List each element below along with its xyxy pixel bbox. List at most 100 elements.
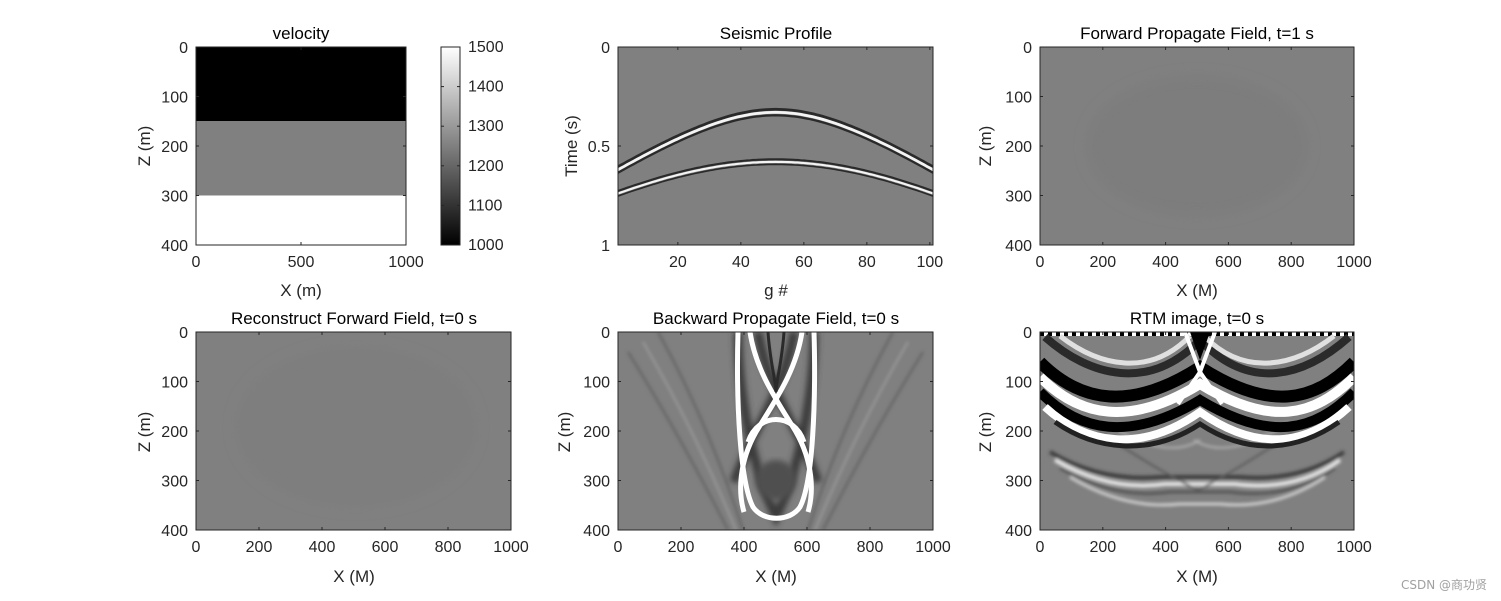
- xtick-label: 1000: [388, 254, 424, 271]
- xtick-label: 0: [192, 254, 201, 271]
- forward-xlabel: X (M): [1176, 281, 1218, 300]
- xtick-label: 0: [192, 539, 201, 556]
- colorbar-tick-label: 1500: [468, 39, 504, 56]
- ytick-label: 300: [161, 474, 188, 491]
- xtick-label: 1000: [915, 539, 951, 556]
- xtick-label: 400: [1152, 254, 1179, 271]
- colorbar-tick-label: 1400: [468, 79, 504, 96]
- ytick-label: 400: [161, 238, 188, 255]
- velocity-layers: [196, 47, 406, 245]
- ytick-label: 100: [583, 375, 610, 392]
- ytick-label: 1: [601, 238, 610, 255]
- forward-xticks: 0 200 400 600 800 1000: [1036, 47, 1372, 271]
- xtick-label: 100: [916, 254, 943, 271]
- ytick-label: 200: [161, 424, 188, 441]
- xtick-label: 600: [1215, 539, 1242, 556]
- velocity-xlabel: X (m): [280, 281, 322, 300]
- ytick-label: 200: [161, 139, 188, 156]
- xtick-label: 60: [795, 254, 813, 271]
- xtick-label: 1000: [1336, 254, 1372, 271]
- ytick-label: 200: [1005, 424, 1032, 441]
- ytick-label: 200: [583, 424, 610, 441]
- velocity-layer: [196, 195, 406, 245]
- xtick-label: 600: [1215, 254, 1242, 271]
- colorbar-tick-label: 1300: [468, 118, 504, 135]
- ytick-label: 300: [1005, 189, 1032, 206]
- reconstruct-ylabel: Z (m): [135, 412, 154, 453]
- rtm-title: RTM image, t=0 s: [1130, 309, 1264, 328]
- watermark: CSDN @商功贤: [1400, 578, 1487, 592]
- reconstruct-xlabel: X (M): [333, 567, 375, 586]
- ytick-label: 0: [601, 40, 610, 57]
- xtick-label: 800: [435, 539, 462, 556]
- reconstruct-xticks: 0 200 400 600 800 1000: [192, 332, 529, 556]
- backward-title: Backward Propagate Field, t=0 s: [653, 309, 899, 328]
- ytick-label: 400: [1005, 238, 1032, 255]
- ytick-label: 0: [601, 325, 610, 342]
- rtm-ylabel: Z (m): [976, 412, 995, 453]
- xtick-label: 200: [246, 539, 273, 556]
- seismic-events: [618, 107, 933, 197]
- backward-yticks: 0 100 200 300 400: [583, 325, 933, 540]
- seismic-xlabel: g #: [764, 281, 788, 300]
- xtick-label: 800: [1278, 254, 1305, 271]
- colorbar-tick-label: 1200: [468, 158, 504, 175]
- xtick-label: 40: [732, 254, 750, 271]
- ytick-label: 400: [1005, 523, 1032, 540]
- panel-seismic: Seismic Profile 20 40 60 80 100 00.51 g # Ti…: [562, 24, 943, 300]
- velocity-ylabel: Z (m): [135, 126, 154, 167]
- panel-rtm: RTM image, t=0 s: [976, 309, 1372, 586]
- xtick-label: 200: [1089, 254, 1116, 271]
- ytick-label: 100: [1005, 90, 1032, 107]
- ytick-label: 0: [179, 40, 188, 57]
- forward-image: [1040, 47, 1354, 245]
- xtick-label: 400: [731, 539, 758, 556]
- seismic-ylabel: Time (s): [562, 115, 581, 177]
- ytick-label: 200: [1005, 139, 1032, 156]
- velocity-colorbar-ticks: 1000 1100 1200 1300 1400 1500: [441, 39, 504, 254]
- ytick-label: 300: [1005, 474, 1032, 491]
- xtick-label: 1000: [493, 539, 529, 556]
- ytick-label: 300: [583, 474, 610, 491]
- xtick-label: 800: [857, 539, 884, 556]
- ytick-label: 300: [161, 189, 188, 206]
- panel-reconstruct: Reconstruct Forward Field, t=0 s 0 200 400…: [135, 309, 529, 586]
- xtick-label: 0: [614, 539, 623, 556]
- ytick-label: 400: [161, 523, 188, 540]
- xtick-label: 1000: [1336, 539, 1372, 556]
- velocity-colorbar: [440, 46, 461, 246]
- ytick-label: 0: [1023, 325, 1032, 342]
- seismic-xticks: 20 40 60 80 100: [669, 47, 943, 271]
- backward-image: [618, 332, 933, 530]
- seismic-image: [618, 47, 933, 245]
- forward-title: Forward Propagate Field, t=1 s: [1080, 24, 1314, 43]
- seismic-event-trough: [618, 158, 933, 192]
- ytick-label: 100: [161, 90, 188, 107]
- seismic-title: Seismic Profile: [720, 24, 832, 43]
- ytick-label: 0.5: [588, 139, 610, 156]
- velocity-xticks: 0 500 1000: [192, 47, 424, 271]
- xtick-label: 800: [1278, 539, 1305, 556]
- backward-xlabel: X (M): [755, 567, 797, 586]
- rtm-yticks: 0 100 200 300 400: [1005, 325, 1354, 540]
- seismic-event-trough: [618, 107, 933, 169]
- xtick-label: 0: [1036, 254, 1045, 271]
- xtick-label: 600: [372, 539, 399, 556]
- xtick-label: 200: [1089, 539, 1116, 556]
- seismic-event-peak: [618, 160, 933, 195]
- ytick-label: 0: [179, 325, 188, 342]
- ytick-label: 400: [583, 523, 610, 540]
- panel-forward: Forward Propagate Field, t=1 s 0 200 400 60…: [976, 24, 1372, 300]
- seismic-event-peak: [618, 110, 933, 172]
- ytick-label: 100: [1005, 375, 1032, 392]
- velocity-title: velocity: [273, 24, 330, 43]
- xtick-label: 200: [668, 539, 695, 556]
- seismic-yticks: 00.51: [588, 40, 933, 255]
- xtick-label: 600: [794, 539, 821, 556]
- velocity-layer: [196, 47, 406, 122]
- xtick-label: 20: [669, 254, 687, 271]
- panel-velocity: velocity 0 500 1000 0 100 200 300 400 X (m) Z …: [135, 24, 504, 300]
- xtick-label: 500: [288, 254, 315, 271]
- xtick-label: 80: [858, 254, 876, 271]
